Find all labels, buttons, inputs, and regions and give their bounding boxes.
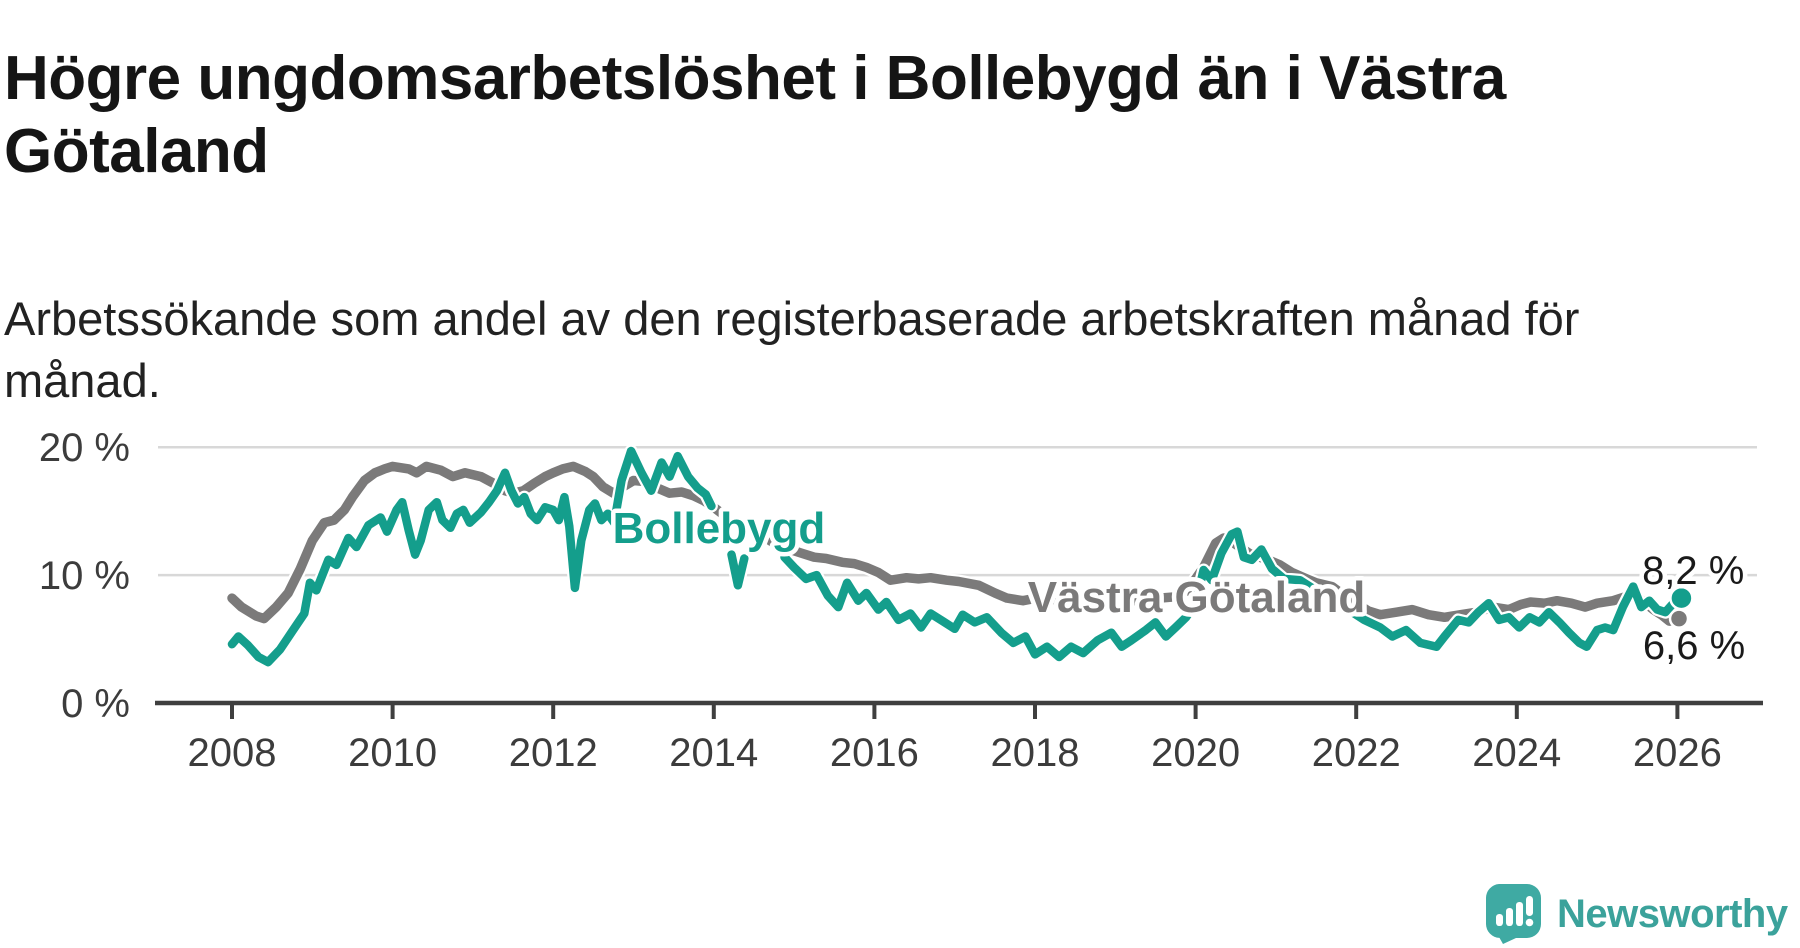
newsworthy-logo-icon <box>1486 884 1541 944</box>
x-tick-label-2010: 2010 <box>348 731 437 775</box>
bollebygd-line <box>780 527 1686 662</box>
bollebygd-line <box>227 446 716 667</box>
y-tick-label-10: 10 % <box>39 554 130 598</box>
x-tick-label-2012: 2012 <box>509 731 598 775</box>
x-tick-label-2014: 2014 <box>669 731 758 775</box>
newsworthy-brand: Newsworthy <box>1486 884 1788 944</box>
v-stra-g-taland-series-label: Västra Götaland <box>1028 573 1365 622</box>
bollebygd-series-label: Bollebygd <box>613 504 826 553</box>
bollebygd-end-value-label: 8,2 % <box>1642 549 1744 593</box>
x-tick-label-2024: 2024 <box>1472 731 1561 775</box>
v-stra-g-taland-end-value-label: 6,6 % <box>1643 624 1745 668</box>
x-tick-label-2016: 2016 <box>830 731 919 775</box>
y-tick-label-20: 20 % <box>39 426 130 470</box>
x-tick-label-2018: 2018 <box>991 731 1080 775</box>
chart-subtitle: Arbetssökande som andel av den registerb… <box>4 292 1580 407</box>
v-stra-g-taland-line <box>227 461 1684 626</box>
x-tick-label-2020: 2020 <box>1151 731 1240 775</box>
newsworthy-brand-text: Newsworthy <box>1557 891 1788 936</box>
bollebygd-line <box>727 550 749 590</box>
page-title: Högre ungdomsarbetslöshet i Bollebygd än… <box>4 43 1506 186</box>
x-tick-label-2022: 2022 <box>1312 731 1401 775</box>
x-tick-label-2008: 2008 <box>188 731 277 775</box>
y-tick-label-0: 0 % <box>61 682 130 726</box>
bollebygd-end-dot <box>1669 585 1694 611</box>
x-tick-label-2026: 2026 <box>1633 731 1722 775</box>
v-stra-g-taland-line-casing <box>225 459 1686 629</box>
